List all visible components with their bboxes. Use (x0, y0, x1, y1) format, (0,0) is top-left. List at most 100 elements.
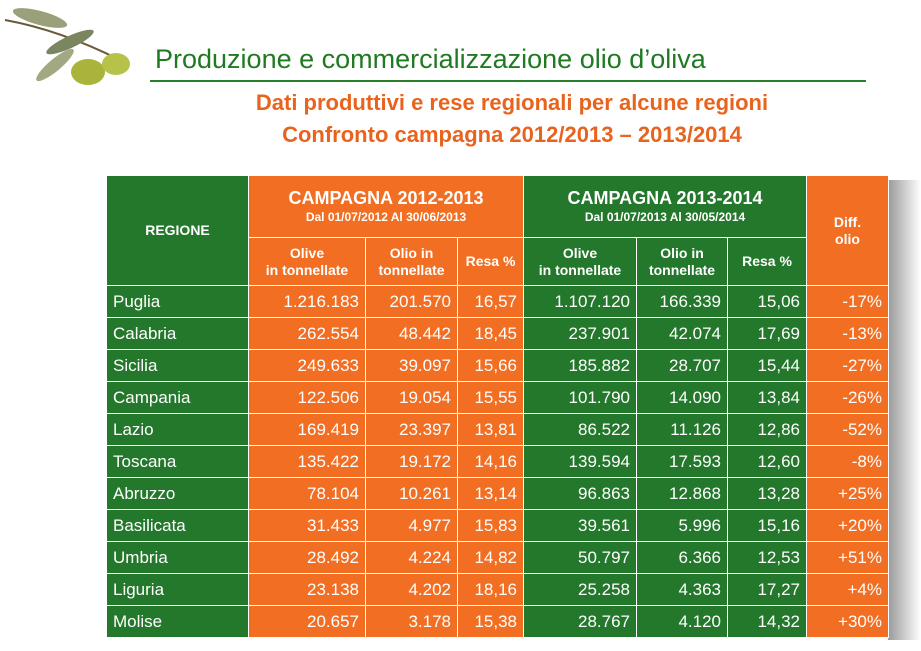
column-header: Olio in tonnellate (636, 237, 728, 286)
cell: 6.366 (636, 541, 728, 574)
cell: -52% (806, 413, 889, 446)
cell: 139.594 (523, 445, 637, 478)
region-cell: Puglia (106, 285, 249, 318)
cell: 25.258 (523, 573, 637, 606)
cell: 48.442 (365, 317, 458, 350)
data-row: Molise 20.657 3.178 15,38 28.767 4.120 14,32 +3… (106, 605, 889, 638)
diff-header: Diff. olio (806, 175, 889, 286)
column-header: Resa % (457, 237, 524, 286)
region-cell: Toscana (106, 445, 249, 478)
cell: 5.996 (636, 509, 728, 542)
cell: +30% (806, 605, 889, 638)
cell: 11.126 (636, 413, 728, 446)
cell: 17,69 (727, 317, 807, 350)
data-row: Lazio 169.419 23.397 13,81 86.522 11.126 12,86… (106, 413, 889, 446)
cell: 86.522 (523, 413, 637, 446)
cell: 28.707 (636, 349, 728, 382)
group-title: CAMPAGNA 2012-2013 (288, 188, 484, 208)
cell: +51% (806, 541, 889, 574)
cell: 15,83 (457, 509, 524, 542)
cell: 12,60 (727, 445, 807, 478)
group-dates: Dal 01/07/2012 Al 30/06/2013 (305, 210, 467, 224)
cell: 4.224 (365, 541, 458, 574)
column-header: Olive in tonnellate (523, 237, 637, 286)
cell: 23.138 (248, 573, 366, 606)
cell: 262.554 (248, 317, 366, 350)
cell: 78.104 (248, 477, 366, 510)
cell: 13,81 (457, 413, 524, 446)
region-cell: Lazio (106, 413, 249, 446)
data-row: Umbria 28.492 4.224 14,82 50.797 6.366 12,53 +5… (106, 541, 889, 574)
column-header-line: tonnellate (648, 261, 716, 278)
cell: +4% (806, 573, 889, 606)
cell: 1.107.120 (523, 285, 637, 318)
region-cell: Umbria (106, 541, 249, 574)
region-cell: Liguria (106, 573, 249, 606)
cell: 15,06 (727, 285, 807, 318)
data-row: Abruzzo 78.104 10.261 13,14 96.863 12.868 13,2… (106, 477, 889, 510)
cell: 169.419 (248, 413, 366, 446)
cell: 15,66 (457, 349, 524, 382)
cell: 17,27 (727, 573, 807, 606)
cell: 14,82 (457, 541, 524, 574)
region-cell: Abruzzo (106, 477, 249, 510)
column-header-line: Resa % (465, 253, 516, 269)
subtitle: Dati produttivi e rese regionali per alc… (255, 90, 769, 115)
cell: 31.433 (248, 509, 366, 542)
cell: 19.054 (365, 381, 458, 414)
cell: 14,32 (727, 605, 807, 638)
cell: 23.397 (365, 413, 458, 446)
cell: 12,53 (727, 541, 807, 574)
column-header: Olive in tonnellate (248, 237, 366, 286)
cell: 50.797 (523, 541, 637, 574)
cell: 20.657 (248, 605, 366, 638)
cell: 14,16 (457, 445, 524, 478)
region-header: REGIONE (106, 175, 249, 286)
region-cell: Calabria (106, 317, 249, 350)
cell: -27% (806, 349, 889, 382)
olive-branch (4, 8, 130, 85)
cell: 96.863 (523, 477, 637, 510)
data-row: Campania 122.506 19.054 15,55 101.790 14.090 1… (106, 381, 889, 414)
cell: 201.570 (365, 285, 458, 318)
cell: +20% (806, 509, 889, 542)
cell: 18,16 (457, 573, 524, 606)
cell: 13,14 (457, 477, 524, 510)
cell: 166.339 (636, 285, 728, 318)
cell: -8% (806, 445, 889, 478)
diff-header-line: Diff. (833, 213, 862, 230)
region-cell: Basilicata (106, 509, 249, 542)
data-row: Liguria 23.138 4.202 18,16 25.258 4.363 17,27 +… (106, 573, 889, 606)
data-table: REGIONE CAMPAGNA 2012-2013 Dal 01/07/2012 … (106, 175, 889, 638)
group-header: CAMPAGNA 2013-2014 Dal 01/07/2013 Al 30/0… (523, 175, 807, 238)
column-header-line: tonnellate (378, 261, 445, 278)
data-row: Basilicata 31.433 4.977 15,83 39.561 5.996 15,… (106, 509, 889, 542)
data-row: Toscana 135.422 19.172 14,16 139.594 17.593 12… (106, 445, 889, 478)
cell: -26% (806, 381, 889, 414)
cell: 4.120 (636, 605, 728, 638)
column-header: Olio in tonnellate (365, 237, 458, 286)
cell: 17.593 (636, 445, 728, 478)
cell: 122.506 (248, 381, 366, 414)
header-row: REGIONE CAMPAGNA 2012-2013 Dal 01/07/2012 … (106, 175, 889, 286)
region-cell: Campania (106, 381, 249, 414)
column-header-line: Olio in (389, 244, 434, 261)
group-title: CAMPAGNA 2013-2014 (567, 188, 763, 208)
column-header-line: Resa % (742, 253, 792, 269)
column-header-line: Olive (289, 244, 325, 261)
cell: 4.202 (365, 573, 458, 606)
slide-title: Produzione e commercializzazione olio d’… (155, 44, 706, 74)
cell: 101.790 (523, 381, 637, 414)
subtitle: Confronto campagna 2012/2013 – 2013/2014 (282, 122, 742, 147)
cell: -17% (806, 285, 889, 318)
cell: 28.492 (248, 541, 366, 574)
cell: 42.074 (636, 317, 728, 350)
column-header-line: Olio in (660, 244, 704, 261)
data-row: Puglia 1.216.183 201.570 16,57 1.107.120 166.… (106, 285, 889, 318)
cell: 13,28 (727, 477, 807, 510)
column-header-line: in tonnellate (538, 261, 622, 278)
group-header: CAMPAGNA 2012-2013 Dal 01/07/2012 Al 30/0… (248, 175, 524, 238)
cell: 1.216.183 (248, 285, 366, 318)
region-cell: Sicilia (106, 349, 249, 382)
